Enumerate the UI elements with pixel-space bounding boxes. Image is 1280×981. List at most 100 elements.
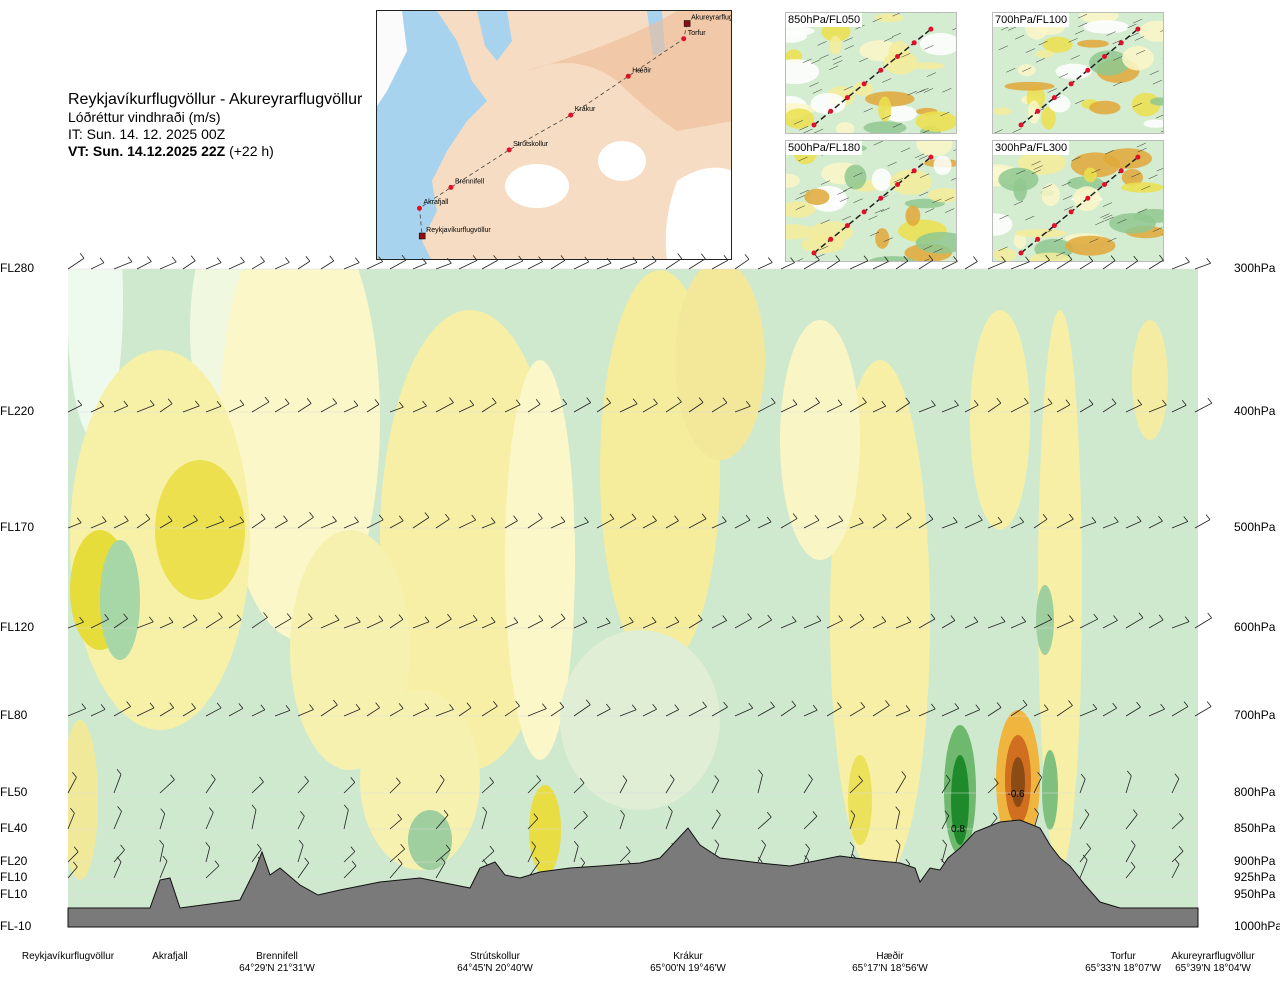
thumb-barb xyxy=(926,72,936,77)
thumbnail-850hpa[interactable]: 850hPa/FL050 xyxy=(785,12,957,134)
thumb-barb xyxy=(809,82,819,87)
thumbnail-700hpa[interactable]: 700hPa/FL100 xyxy=(992,12,1164,134)
wind-barb-feather xyxy=(422,258,427,264)
wind-barb-feather xyxy=(1065,399,1071,406)
wind-barb xyxy=(1033,518,1048,529)
wind-barb-feather xyxy=(304,857,309,864)
wind-barb-feather xyxy=(168,617,174,623)
thumb-field xyxy=(1035,49,1054,59)
wind-barb xyxy=(872,405,886,413)
thumb-field xyxy=(1139,20,1163,42)
thumb-barb xyxy=(1016,170,1026,175)
wind-barb xyxy=(665,258,682,270)
wind-barb xyxy=(895,844,901,863)
wind-barb xyxy=(941,405,959,413)
wind-barb xyxy=(596,518,615,529)
wind-barb-feather xyxy=(562,398,568,405)
wind-barb-feather xyxy=(1047,614,1053,620)
thumb-barb xyxy=(843,37,853,42)
wind-barb xyxy=(1056,404,1071,413)
wind-barb xyxy=(596,402,611,413)
wind-barb xyxy=(435,262,452,270)
thumb-barb xyxy=(819,245,829,251)
wind-barb xyxy=(320,704,338,717)
wind-barb-feather xyxy=(859,613,865,620)
wind-barb xyxy=(458,619,478,629)
thumb-barb xyxy=(1031,160,1041,166)
wind-barb xyxy=(665,779,675,794)
wind-barb-feather xyxy=(333,699,338,706)
thumb-field xyxy=(911,62,945,70)
wind-barb-feather xyxy=(1158,614,1164,621)
wind-barb xyxy=(389,818,402,830)
wind-barb xyxy=(964,621,979,629)
field-blob xyxy=(848,755,872,845)
wind-barb-feather xyxy=(1043,704,1049,710)
wind-barb-feather xyxy=(70,807,75,814)
wind-barb-feather xyxy=(622,775,628,781)
thumbnail-300hpa[interactable]: 300hPa/FL300 xyxy=(992,140,1164,262)
thumbnail-500hpa[interactable]: 500hPa/FL180 xyxy=(785,140,957,262)
wind-barb xyxy=(113,811,122,830)
wind-barb xyxy=(665,520,679,529)
wind-barb-feather xyxy=(631,513,637,520)
thumb-field xyxy=(915,231,956,254)
thumb-barb xyxy=(883,37,894,42)
thumb-waypoint xyxy=(1118,168,1124,174)
wind-barb-feather xyxy=(881,400,887,407)
fl-tick-label: FL220 xyxy=(0,404,35,418)
thumb-field xyxy=(1014,228,1067,238)
wind-barb xyxy=(872,518,887,529)
thumb-field xyxy=(844,164,867,190)
thumb-barb xyxy=(952,28,956,31)
thumb-barb xyxy=(1095,220,1105,226)
wind-barb-feather xyxy=(1162,399,1167,406)
wind-barb xyxy=(849,402,867,413)
waypoint-marker xyxy=(416,205,422,211)
wind-barb xyxy=(1171,404,1187,413)
wind-barb-feather xyxy=(169,702,175,708)
thumb-barb xyxy=(1137,147,1147,153)
wind-barb xyxy=(987,621,1006,629)
waypoint-name: Torfur xyxy=(1110,951,1136,962)
wind-barb xyxy=(67,257,85,270)
wind-barb-feather xyxy=(239,399,245,406)
wind-barb-feather xyxy=(973,616,979,622)
wind-barb xyxy=(918,259,934,270)
wind-barb-feather xyxy=(1133,255,1138,262)
thumb-barb xyxy=(1134,36,1145,41)
wind-barb-feather xyxy=(329,255,335,262)
thumb-field xyxy=(1150,97,1163,106)
thumb-barb xyxy=(799,189,809,195)
thumb-field xyxy=(828,200,844,207)
wind-barb-feather xyxy=(300,810,305,817)
route-map-svg: Akureyrarflugvöllur Torfur Hæðir Krákur Strú… xyxy=(377,11,731,259)
wind-barb xyxy=(803,779,813,794)
wind-barb-feather xyxy=(1130,861,1136,868)
thumb-barb xyxy=(1136,142,1146,148)
wind-barb xyxy=(642,260,657,270)
wind-barb xyxy=(182,405,200,413)
wind-barb xyxy=(550,706,565,717)
sea-west xyxy=(377,11,487,259)
wind-barb xyxy=(412,405,427,413)
fl-tick-label: FL10 xyxy=(0,887,28,901)
wind-barb xyxy=(481,782,494,794)
wind-barb xyxy=(205,262,222,270)
thumb-barb xyxy=(795,205,805,210)
wind-barb xyxy=(1148,520,1163,529)
wind-barb-feather xyxy=(167,515,173,522)
wind-barb-feather xyxy=(906,616,912,623)
wind-barb xyxy=(619,621,634,629)
wind-barb xyxy=(688,619,703,629)
waypoint-coord: 65°00'N 19°46'W xyxy=(650,963,726,974)
wind-barb-feather xyxy=(668,806,673,812)
wind-barb-feather xyxy=(860,701,866,708)
thumb-barb xyxy=(814,128,824,133)
wind-barb-feather xyxy=(443,809,449,816)
wind-barb-feather xyxy=(631,704,637,711)
wind-barb xyxy=(688,258,706,270)
wind-barb-feather xyxy=(149,702,155,709)
thumb-field xyxy=(868,256,917,261)
wind-barb-feather xyxy=(573,841,579,847)
